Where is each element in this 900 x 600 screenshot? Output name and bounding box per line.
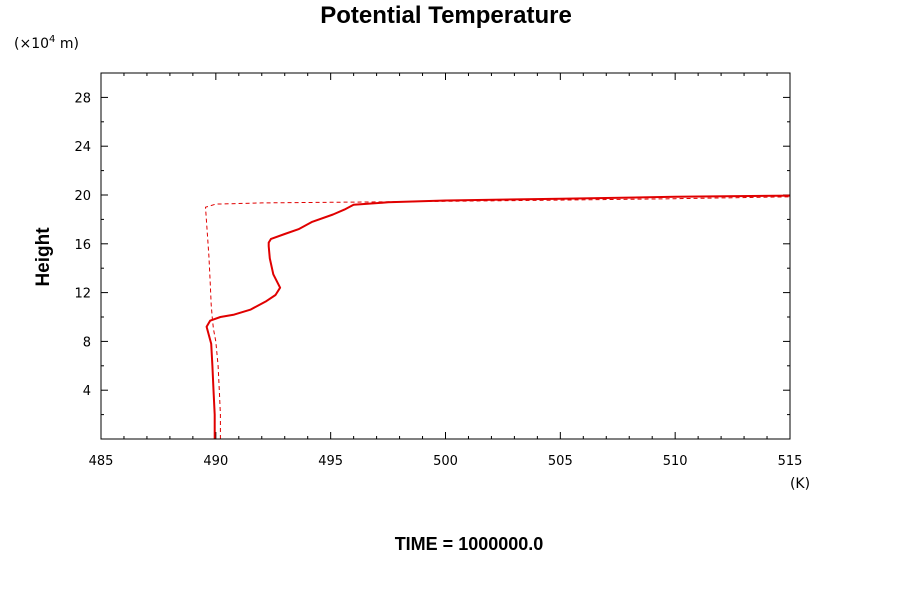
x-tick-label: 510 <box>663 454 688 469</box>
y-axis-label: Height <box>33 227 54 287</box>
tick-marks <box>100 73 791 439</box>
y-tick-label: 12 <box>74 287 91 302</box>
y-unit-label: (×104 m) <box>14 34 79 52</box>
y-tick-label: 8 <box>83 335 91 350</box>
y-tick-label: 20 <box>74 189 91 204</box>
y-unit-times: × <box>19 36 31 52</box>
y-unit-rest: m) <box>55 36 79 52</box>
x-tick-label: 495 <box>318 454 343 469</box>
chart-title: Potential Temperature <box>320 2 572 29</box>
x-tick-label: 490 <box>203 454 228 469</box>
x-tick-label: 515 <box>778 454 803 469</box>
y-tick-label: 24 <box>74 140 91 155</box>
y-unit-base: 10 <box>31 36 49 52</box>
y-tick-label: 4 <box>83 384 91 399</box>
series-line-dashed <box>205 196 791 439</box>
y-tick-label: 16 <box>74 238 91 253</box>
time-label: TIME = 1000000.0 <box>395 534 544 554</box>
y-tick-label: 28 <box>74 91 91 106</box>
tick-labels: 485 490 495 500 505 510 515 4 8 12 16 20 24 28 <box>74 91 802 469</box>
y-unit-exponent: 4 <box>49 34 55 45</box>
series-line-solid <box>205 194 791 439</box>
x-tick-label: 485 <box>89 454 114 469</box>
x-tick-label: 505 <box>548 454 573 469</box>
x-unit-label: (K) <box>790 476 810 492</box>
y-unit-open: ( <box>14 36 19 52</box>
series-group <box>205 194 791 439</box>
plot-frame <box>100 72 791 440</box>
x-tick-label: 500 <box>433 454 458 469</box>
